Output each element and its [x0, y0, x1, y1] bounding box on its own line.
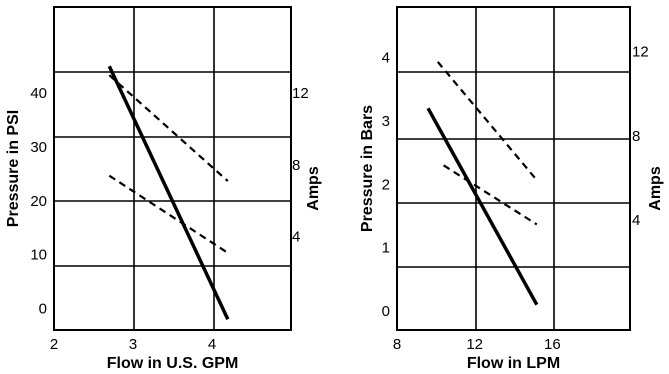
y-axis-title: Pressure in PSI: [5, 110, 22, 227]
y2-tick-label: 12: [292, 85, 309, 102]
y-axis-title: Pressure in Bars: [359, 105, 376, 232]
y2-tick-label: 4: [292, 229, 300, 246]
y-tick-label: 30: [30, 139, 47, 156]
x-tick-label: 8: [393, 336, 401, 353]
amps-curve-1: [108, 74, 229, 182]
plot-frame: [53, 6, 292, 331]
amps-curve-1: [436, 61, 538, 181]
y2-tick-label: 12: [632, 43, 649, 60]
x-tick-label: 4: [208, 336, 216, 353]
y2-tick-label: 8: [632, 128, 640, 145]
y-tick-label: 20: [30, 193, 47, 210]
y2-tick-label: 4: [632, 212, 640, 229]
plot-frame: [396, 6, 631, 331]
y2-axis-title: Amps: [647, 166, 664, 211]
x-tick-label: 2: [50, 336, 58, 353]
y2-axis-title: Amps: [305, 166, 322, 211]
amps-curve-2: [443, 164, 538, 226]
y2-tick-label: 8: [292, 157, 300, 174]
x-tick-label: 3: [129, 336, 137, 353]
x-axis-title: Flow in LPM: [467, 355, 560, 372]
y-tick-label: 1: [382, 240, 390, 257]
y-tick-label: 3: [382, 113, 390, 130]
x-tick-label: 16: [544, 336, 561, 353]
y-tick-label: 2: [382, 176, 390, 193]
pressure-curve: [426, 107, 539, 306]
x-tick-label: 12: [466, 336, 483, 353]
y-tick-label: 0: [39, 300, 47, 317]
y-tick-label: 40: [30, 85, 47, 102]
x-axis-title: Flow in U.S. GPM: [107, 355, 239, 372]
pressure-curve: [107, 65, 230, 320]
y-tick-label: 0: [382, 303, 390, 320]
y-tick-label: 4: [382, 50, 390, 67]
amps-curve-2: [108, 174, 229, 254]
y-tick-label: 10: [30, 247, 47, 264]
